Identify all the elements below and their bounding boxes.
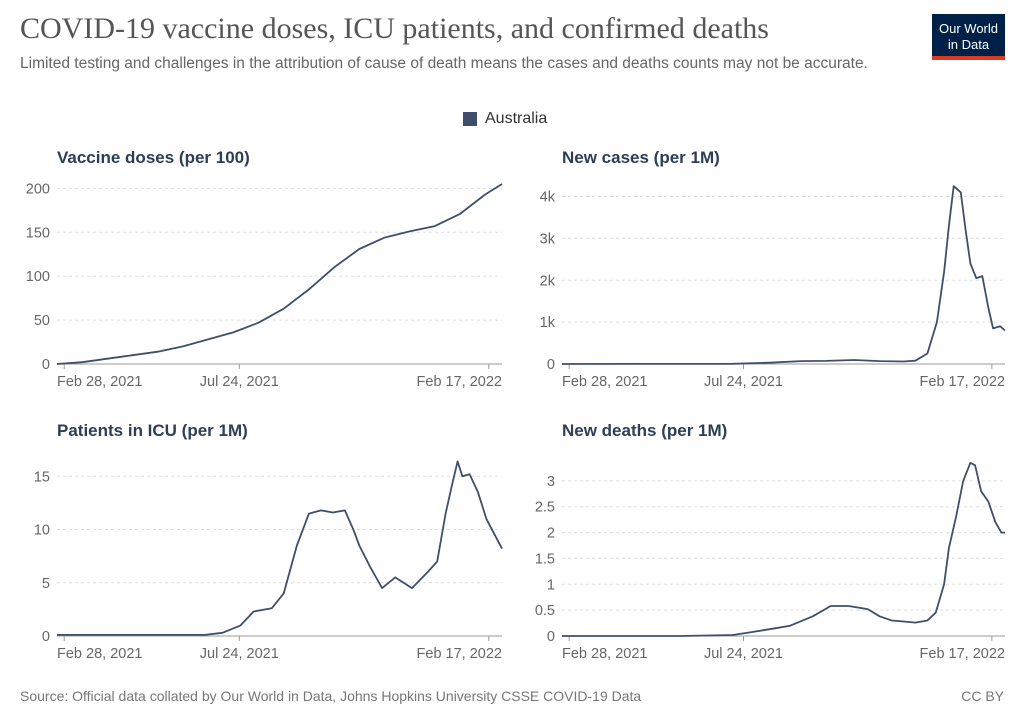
y-tick-label: 100 bbox=[26, 269, 50, 285]
y-tick-label: 1.5 bbox=[535, 551, 555, 567]
legend-label: Australia bbox=[485, 110, 548, 127]
footer-source[interactable]: Source: Official data collated by Our Wo… bbox=[20, 688, 642, 704]
y-tick-label: 5 bbox=[42, 576, 50, 592]
x-tick-label: Feb 17, 2022 bbox=[920, 374, 1005, 390]
owid-logo[interactable]: Our World in Data bbox=[932, 14, 1005, 60]
x-tick-label: Feb 28, 2021 bbox=[562, 374, 647, 390]
series-line-1 bbox=[56, 183, 503, 365]
logo-line-2: in Data bbox=[947, 37, 990, 52]
x-tick-label: Jul 24, 2021 bbox=[704, 646, 783, 662]
y-tick-label: 15 bbox=[34, 469, 50, 485]
x-tick-label: Jul 24, 2021 bbox=[200, 374, 279, 390]
x-tick-label: Feb 28, 2021 bbox=[562, 646, 647, 662]
y-tick-label: 2.5 bbox=[535, 500, 555, 516]
y-tick-label: 0.5 bbox=[535, 603, 555, 619]
y-tick-label: 3 bbox=[547, 474, 555, 490]
series-line-4 bbox=[562, 461, 1005, 637]
panel-title-2: New cases (per 1M) bbox=[562, 148, 720, 167]
x-tick-label: Feb 17, 2022 bbox=[417, 374, 502, 390]
y-tick-label: 0 bbox=[42, 629, 50, 645]
y-tick-label: 10 bbox=[34, 523, 50, 539]
x-tick-label: Feb 28, 2021 bbox=[57, 374, 142, 390]
x-tick-label: Feb 28, 2021 bbox=[57, 646, 142, 662]
y-tick-label: 1k bbox=[540, 315, 556, 331]
x-tick-label: Feb 17, 2022 bbox=[920, 646, 1005, 662]
y-tick-label: 3k bbox=[540, 231, 556, 247]
x-tick-label: Jul 24, 2021 bbox=[704, 374, 783, 390]
y-tick-label: 4k bbox=[540, 190, 556, 206]
y-tick-label: 200 bbox=[26, 181, 50, 197]
panel-title-4: New deaths (per 1M) bbox=[562, 421, 727, 440]
x-tick-label: Jul 24, 2021 bbox=[200, 646, 279, 662]
y-tick-label: 50 bbox=[34, 313, 50, 329]
panel-title-3: Patients in ICU (per 1M) bbox=[57, 421, 248, 440]
y-tick-label: 0 bbox=[547, 629, 555, 645]
y-tick-label: 2k bbox=[540, 273, 556, 289]
y-tick-label: 150 bbox=[26, 225, 50, 241]
footer-license[interactable]: CC BY bbox=[961, 688, 1004, 704]
series-line-2 bbox=[561, 185, 1006, 365]
legend-swatch bbox=[463, 112, 477, 126]
logo-line-1: Our World bbox=[939, 21, 998, 36]
x-tick-label: Feb 17, 2022 bbox=[417, 646, 502, 662]
y-tick-label: 0 bbox=[42, 357, 50, 373]
page-title: COVID-19 vaccine doses, ICU patients, an… bbox=[20, 12, 769, 45]
y-tick-label: 1 bbox=[547, 577, 555, 593]
series-line-3 bbox=[57, 460, 503, 636]
page-subtitle: Limited testing and challenges in the at… bbox=[20, 55, 868, 72]
y-tick-label: 0 bbox=[547, 357, 555, 373]
y-tick-label: 2 bbox=[547, 526, 555, 542]
panel-title-1: Vaccine doses (per 100) bbox=[57, 148, 250, 167]
